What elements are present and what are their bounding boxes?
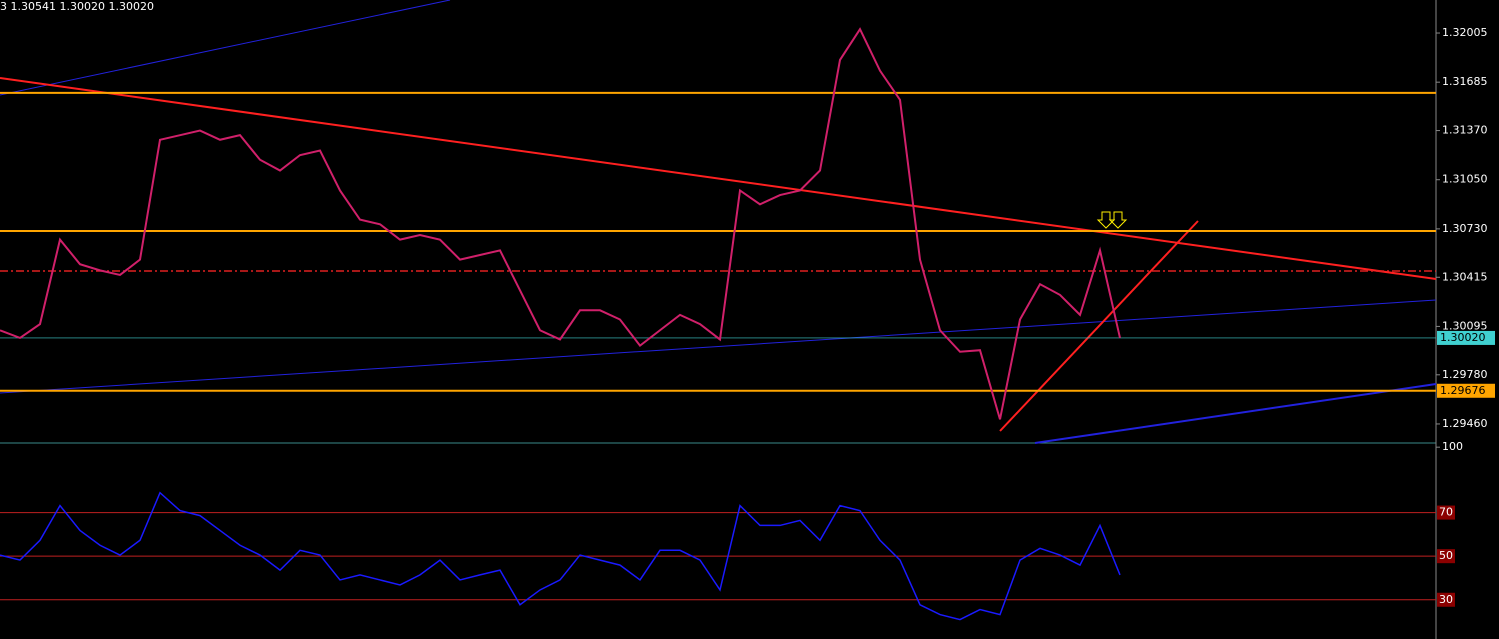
trendline	[0, 299, 1437, 394]
price-line-series	[0, 27, 1121, 420]
y-tick-label: 1.30415	[1442, 270, 1488, 283]
price-tag-bg	[1437, 330, 1495, 345]
trendline	[0, 77, 1437, 280]
level-label-bg	[1437, 505, 1455, 520]
level-label-bg	[1437, 549, 1455, 564]
level-label: 50	[1439, 549, 1453, 562]
header-text: 3 1.30541 1.30020 1.30020	[0, 0, 154, 13]
trendline	[0, 0, 451, 96]
level-label: 30	[1439, 593, 1453, 606]
y-tick-label: 1.31685	[1442, 75, 1488, 88]
y-tick-label: 1.31050	[1442, 173, 1488, 186]
y-tick-label: 1.29780	[1442, 368, 1488, 381]
arrow-marker	[1096, 211, 1128, 229]
y-tick-label: 1.30095	[1442, 319, 1488, 332]
trendline	[999, 220, 1199, 432]
trendline	[1034, 383, 1437, 444]
level-label-bg	[1437, 592, 1455, 607]
y-tick-label: 1.30730	[1442, 222, 1488, 235]
y-tick-label: 1.32005	[1442, 26, 1488, 39]
price-tag: 1.30020	[1440, 331, 1486, 344]
price-tag: 1.29676	[1440, 384, 1486, 397]
price-tag-bg	[1437, 383, 1495, 398]
rsi-line	[0, 491, 1121, 621]
level-label: 70	[1439, 506, 1453, 519]
y-tick-label: 100	[1442, 440, 1463, 453]
y-tick-label: 1.31370	[1442, 124, 1488, 137]
y-tick-label: 1.29460	[1442, 417, 1488, 430]
